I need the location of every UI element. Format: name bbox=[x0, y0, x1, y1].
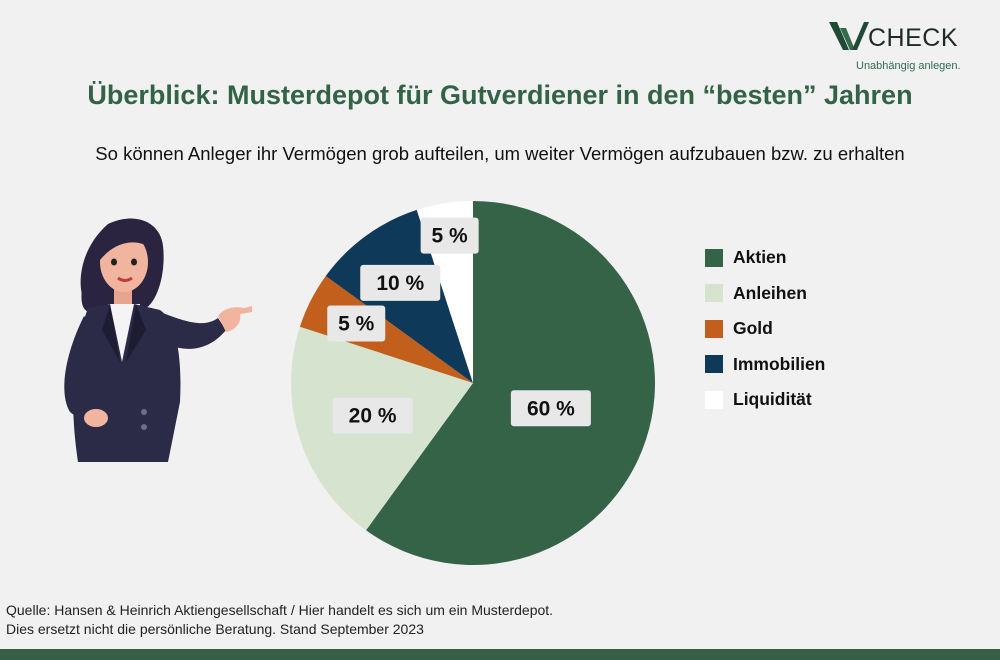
source-line-2: Dies ersetzt nicht die persönliche Berat… bbox=[6, 621, 424, 637]
page-subtitle: So können Anleger ihr Vermögen grob auft… bbox=[95, 143, 905, 164]
slice-label-liquidität: 5 % bbox=[432, 225, 469, 248]
legend-item-immobilien: Immobilien bbox=[705, 347, 825, 383]
logo-v-mark bbox=[829, 22, 869, 50]
legend-label: Gold bbox=[733, 318, 773, 339]
legend-item-anleihen: Anleihen bbox=[705, 276, 825, 312]
source-line-1: Quelle: Hansen & Heinrich Aktiengesellsc… bbox=[6, 602, 554, 618]
chart-legend: Aktien Anleihen Gold Immobilien Liquidität bbox=[705, 240, 825, 418]
slice-label-box bbox=[420, 217, 479, 254]
slice-label-gold: 5 % bbox=[338, 313, 375, 336]
slice-label-box bbox=[360, 264, 441, 301]
slice-label-box bbox=[332, 397, 413, 434]
vcheck-logo: CHECK Unabhängig anlegen. bbox=[828, 18, 988, 78]
pie-slices bbox=[291, 201, 655, 565]
logo-text: CHECK bbox=[868, 24, 959, 52]
pie-slice-gold bbox=[299, 276, 473, 383]
page-title: Überblick: Musterdepot für Gutverdiener … bbox=[87, 80, 913, 110]
legend-swatch bbox=[705, 284, 723, 303]
source-note: Quelle: Hansen & Heinrich Aktiengesellsc… bbox=[6, 601, 553, 639]
legend-item-gold: Gold bbox=[705, 311, 825, 347]
legend-swatch bbox=[705, 355, 723, 374]
slice-label-box bbox=[327, 305, 386, 342]
legend-label: Liquidität bbox=[733, 389, 812, 410]
slice-label-anleihen: 20 % bbox=[349, 405, 397, 428]
pie-chart: 60 %20 %5 %10 %5 % bbox=[291, 201, 655, 565]
logo-tagline: Unabhängig anlegen. bbox=[856, 60, 961, 72]
legend-swatch bbox=[705, 248, 723, 267]
legend-label: Anleihen bbox=[733, 282, 807, 303]
legend-item-liquidität: Liquidität bbox=[705, 382, 825, 418]
pie-labels: 60 %20 %5 %10 %5 % bbox=[327, 217, 591, 434]
slice-label-aktien: 60 % bbox=[527, 397, 575, 420]
bottom-accent-bar bbox=[0, 649, 1000, 660]
legend-label: Immobilien bbox=[733, 353, 826, 374]
legend-label: Aktien bbox=[733, 247, 787, 268]
legend-swatch bbox=[705, 319, 723, 338]
legend-item-aktien: Aktien bbox=[705, 240, 825, 276]
pie-slice-aktien bbox=[366, 201, 655, 565]
legend-swatch bbox=[705, 390, 723, 409]
slice-label-box bbox=[510, 390, 591, 427]
slice-label-immobilien: 10 % bbox=[376, 272, 424, 295]
presenter-illustration bbox=[64, 218, 252, 462]
